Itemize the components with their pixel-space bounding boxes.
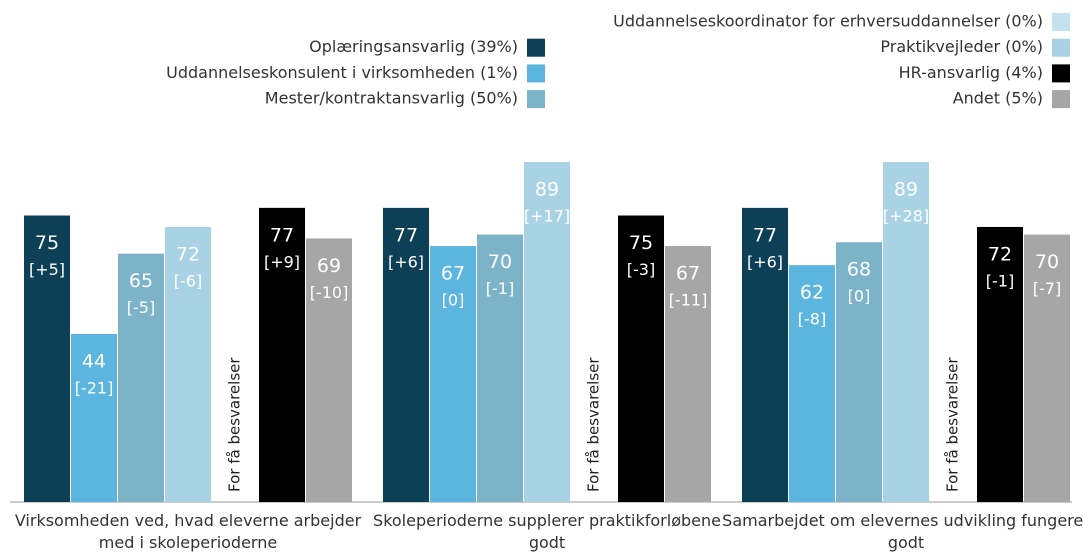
note-label: For få besvarelser bbox=[585, 357, 603, 492]
x-tick-label: Skoleperioderne supplerer praktikforløbe… bbox=[373, 511, 721, 552]
bar bbox=[118, 253, 164, 502]
legend-swatch bbox=[1052, 13, 1070, 31]
value-label: 75 bbox=[35, 232, 59, 254]
bar bbox=[259, 207, 305, 503]
change-label: [-6] bbox=[174, 271, 202, 290]
legend-label: HR-ansvarlig (4%) bbox=[899, 63, 1043, 82]
value-label: 68 bbox=[847, 259, 871, 281]
legend-swatch bbox=[527, 90, 545, 109]
bar bbox=[789, 265, 835, 502]
legend-label: Uddannelseskoordinator for erhversuddann… bbox=[613, 12, 1043, 31]
value-label: 77 bbox=[394, 224, 418, 246]
note-label: For få besvarelser bbox=[226, 357, 244, 492]
bar bbox=[665, 246, 711, 502]
note-label: For få besvarelser bbox=[944, 357, 962, 492]
value-label: 65 bbox=[129, 270, 153, 292]
legend-swatch bbox=[1052, 90, 1070, 109]
value-label: 69 bbox=[317, 255, 341, 277]
bar bbox=[71, 333, 117, 502]
value-label: 72 bbox=[988, 243, 1012, 265]
bar bbox=[836, 242, 882, 503]
bar bbox=[524, 162, 570, 502]
change-label: [-10] bbox=[310, 283, 349, 302]
legend-label: Mester/kontraktansvarlig (50%) bbox=[265, 89, 518, 108]
value-label: 89 bbox=[535, 179, 559, 201]
x-tick-label: Virksomheden ved, hvad eleverne arbejder… bbox=[14, 511, 362, 552]
bar bbox=[742, 207, 788, 503]
bar bbox=[1024, 234, 1070, 502]
bar bbox=[165, 226, 211, 502]
bar bbox=[383, 207, 429, 503]
change-label: [-3] bbox=[627, 260, 655, 279]
legend-label: Uddannelseskonsulent i virksomheden (1%) bbox=[166, 63, 518, 82]
change-label: [0] bbox=[442, 291, 465, 310]
change-label: [-1] bbox=[486, 279, 514, 298]
change-label: [-11] bbox=[669, 291, 708, 310]
value-label: 77 bbox=[753, 224, 777, 246]
change-label: [-5] bbox=[127, 298, 155, 317]
value-label: 62 bbox=[800, 282, 824, 304]
change-label: [+6] bbox=[388, 252, 424, 271]
value-label: 89 bbox=[894, 179, 918, 201]
legend-label: Praktikvejleder (0%) bbox=[880, 37, 1043, 56]
x-tick-label: Samarbejdet om elevernes udvikling funge… bbox=[722, 511, 1083, 552]
bar bbox=[306, 238, 352, 503]
change-label: [0] bbox=[848, 287, 871, 306]
change-label: [+17] bbox=[524, 207, 570, 226]
value-label: 70 bbox=[488, 251, 512, 273]
change-label: [-1] bbox=[986, 271, 1014, 290]
legend-label: Andet (5%) bbox=[953, 89, 1043, 108]
legend-swatch bbox=[1052, 64, 1070, 83]
change-label: [-21] bbox=[75, 378, 114, 397]
change-label: [+28] bbox=[883, 207, 929, 226]
legend-swatch bbox=[1052, 38, 1070, 57]
bar bbox=[618, 215, 664, 502]
change-label: [+5] bbox=[29, 260, 65, 279]
bar bbox=[430, 246, 476, 502]
change-label: [-7] bbox=[1033, 279, 1061, 298]
value-label: 44 bbox=[82, 350, 106, 372]
bar bbox=[977, 226, 1023, 502]
legend-swatch bbox=[527, 38, 545, 57]
value-label: 75 bbox=[629, 232, 653, 254]
value-label: 72 bbox=[176, 243, 200, 265]
value-label: 67 bbox=[441, 263, 465, 285]
value-label: 77 bbox=[270, 224, 294, 246]
value-label: 67 bbox=[676, 263, 700, 285]
legend-swatch bbox=[527, 64, 545, 83]
bar bbox=[24, 215, 70, 502]
change-label: [-8] bbox=[798, 310, 826, 329]
value-label: 70 bbox=[1035, 251, 1059, 273]
bar bbox=[883, 162, 929, 502]
bar bbox=[477, 234, 523, 502]
change-label: [+6] bbox=[747, 252, 783, 271]
legend-label: Oplæringsansvarlig (39%) bbox=[309, 37, 518, 56]
change-label: [+9] bbox=[264, 252, 300, 271]
